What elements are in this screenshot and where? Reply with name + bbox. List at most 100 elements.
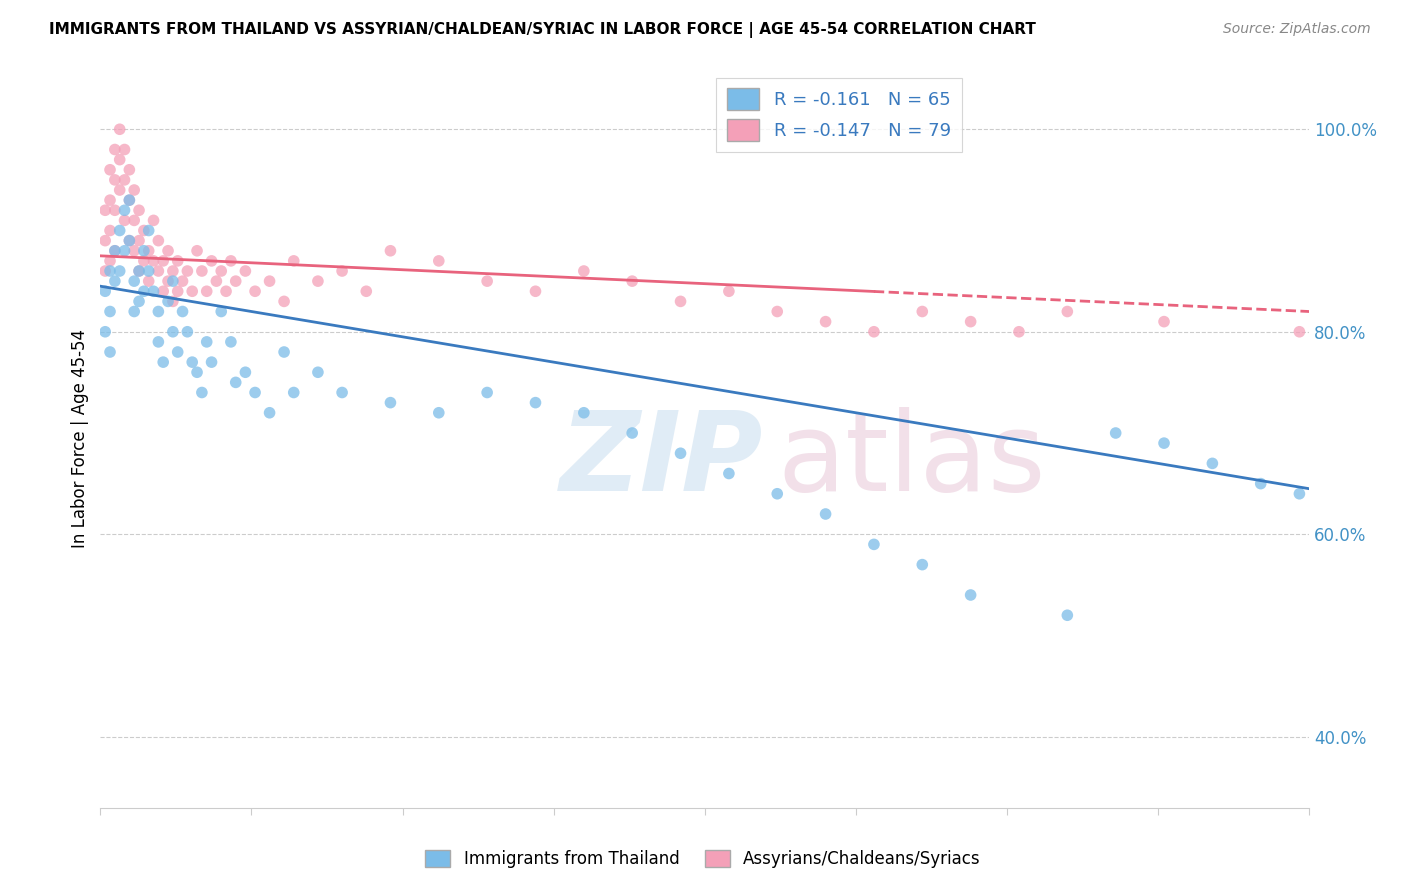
Point — [122, 244, 145, 258]
Point — [122, 183, 145, 197]
Point — [195, 334, 218, 349]
Point — [98, 223, 121, 237]
Point — [283, 385, 305, 400]
Point — [104, 203, 127, 218]
Point — [132, 223, 155, 237]
Point — [1056, 608, 1078, 623]
Point — [1008, 325, 1031, 339]
Point — [118, 193, 141, 207]
Point — [959, 315, 981, 329]
Point — [104, 173, 127, 187]
Point — [1250, 476, 1272, 491]
Point — [1288, 487, 1310, 501]
Point — [225, 274, 247, 288]
Point — [152, 285, 174, 299]
Point — [356, 285, 378, 299]
Point — [114, 143, 136, 157]
Point — [166, 253, 188, 268]
Point — [98, 162, 121, 177]
Point — [162, 264, 184, 278]
Point — [104, 143, 127, 157]
Point — [122, 213, 145, 227]
Point — [524, 395, 547, 409]
Point — [524, 285, 547, 299]
Point — [98, 253, 121, 268]
Point — [1153, 436, 1175, 450]
Point — [205, 274, 228, 288]
Point — [235, 264, 257, 278]
Point — [108, 264, 131, 278]
Point — [911, 558, 934, 572]
Text: Source: ZipAtlas.com: Source: ZipAtlas.com — [1223, 22, 1371, 37]
Point — [219, 334, 242, 349]
Point — [427, 406, 450, 420]
Point — [104, 274, 127, 288]
Point — [132, 285, 155, 299]
Point — [94, 203, 117, 218]
Point — [259, 274, 281, 288]
Point — [118, 162, 141, 177]
Point — [307, 365, 329, 379]
Point — [148, 234, 170, 248]
Point — [186, 244, 208, 258]
Point — [122, 304, 145, 318]
Point — [108, 153, 131, 167]
Point — [108, 122, 131, 136]
Point — [621, 274, 644, 288]
Point — [138, 244, 160, 258]
Point — [128, 264, 150, 278]
Point — [181, 355, 204, 369]
Point — [122, 274, 145, 288]
Point — [669, 446, 692, 460]
Point — [118, 193, 141, 207]
Point — [219, 253, 242, 268]
Point — [209, 304, 232, 318]
Point — [195, 285, 218, 299]
Point — [669, 294, 692, 309]
Point — [114, 203, 136, 218]
Point — [142, 213, 165, 227]
Point — [157, 274, 180, 288]
Point — [225, 376, 247, 390]
Point — [814, 315, 837, 329]
Point — [128, 203, 150, 218]
Point — [98, 264, 121, 278]
Text: ZIP: ZIP — [560, 407, 763, 514]
Point — [104, 244, 127, 258]
Point — [98, 345, 121, 359]
Point — [380, 244, 402, 258]
Point — [621, 425, 644, 440]
Point — [1105, 425, 1128, 440]
Point — [108, 223, 131, 237]
Point — [273, 345, 295, 359]
Point — [162, 294, 184, 309]
Point — [209, 264, 232, 278]
Point — [176, 264, 198, 278]
Point — [235, 365, 257, 379]
Point — [191, 385, 214, 400]
Point — [157, 294, 180, 309]
Point — [148, 264, 170, 278]
Point — [1288, 325, 1310, 339]
Text: IMMIGRANTS FROM THAILAND VS ASSYRIAN/CHALDEAN/SYRIAC IN LABOR FORCE | AGE 45-54 : IMMIGRANTS FROM THAILAND VS ASSYRIAN/CHA… — [49, 22, 1036, 38]
Legend: Immigrants from Thailand, Assyrians/Chaldeans/Syriacs: Immigrants from Thailand, Assyrians/Chal… — [419, 843, 987, 875]
Point — [172, 304, 194, 318]
Point — [118, 234, 141, 248]
Point — [186, 365, 208, 379]
Point — [273, 294, 295, 309]
Point — [1056, 304, 1078, 318]
Point — [128, 294, 150, 309]
Point — [152, 355, 174, 369]
Point — [717, 285, 740, 299]
Point — [118, 234, 141, 248]
Point — [166, 285, 188, 299]
Point — [863, 325, 886, 339]
Point — [172, 274, 194, 288]
Point — [108, 183, 131, 197]
Point — [200, 355, 222, 369]
Point — [243, 385, 266, 400]
Point — [475, 274, 498, 288]
Point — [132, 244, 155, 258]
Point — [94, 264, 117, 278]
Y-axis label: In Labor Force | Age 45-54: In Labor Force | Age 45-54 — [72, 328, 89, 548]
